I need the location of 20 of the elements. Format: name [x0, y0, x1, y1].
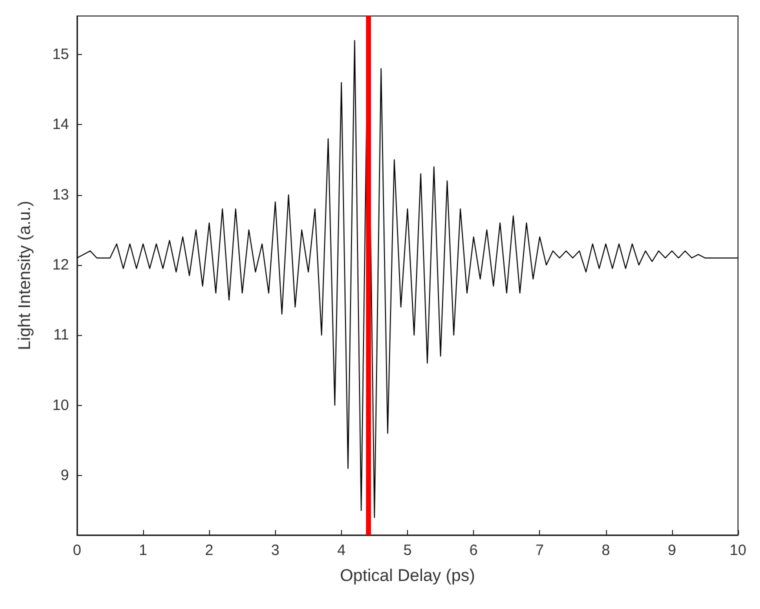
x-tick-label: 9: [668, 542, 676, 559]
x-tick-label: 2: [205, 542, 214, 559]
y-axis-title: Light Intensity (a.u.): [15, 200, 34, 350]
y-tick-label: 11: [53, 326, 69, 344]
y-tick-label: 14: [52, 116, 69, 134]
x-tick-label: 7: [536, 542, 544, 559]
y-tick-label: 12: [52, 256, 69, 274]
x-tick-label: 4: [337, 542, 346, 559]
x-tick-label: 0: [72, 542, 82, 559]
y-tick-label: 10: [52, 396, 69, 414]
x-axis-title: Optical Delay (ps): [340, 566, 476, 585]
y-tick-label: 9: [60, 466, 69, 484]
x-tick-label: 1: [138, 542, 148, 559]
x-tick-label: 5: [403, 542, 412, 559]
x-tick-label: 3: [271, 542, 280, 559]
x-tick-label: 10: [730, 542, 746, 559]
x-tick-label: 8: [602, 542, 610, 559]
y-tick-label: 15: [52, 46, 69, 64]
x-tick-label: 6: [469, 542, 478, 559]
y-tick-label: 13: [52, 186, 69, 204]
